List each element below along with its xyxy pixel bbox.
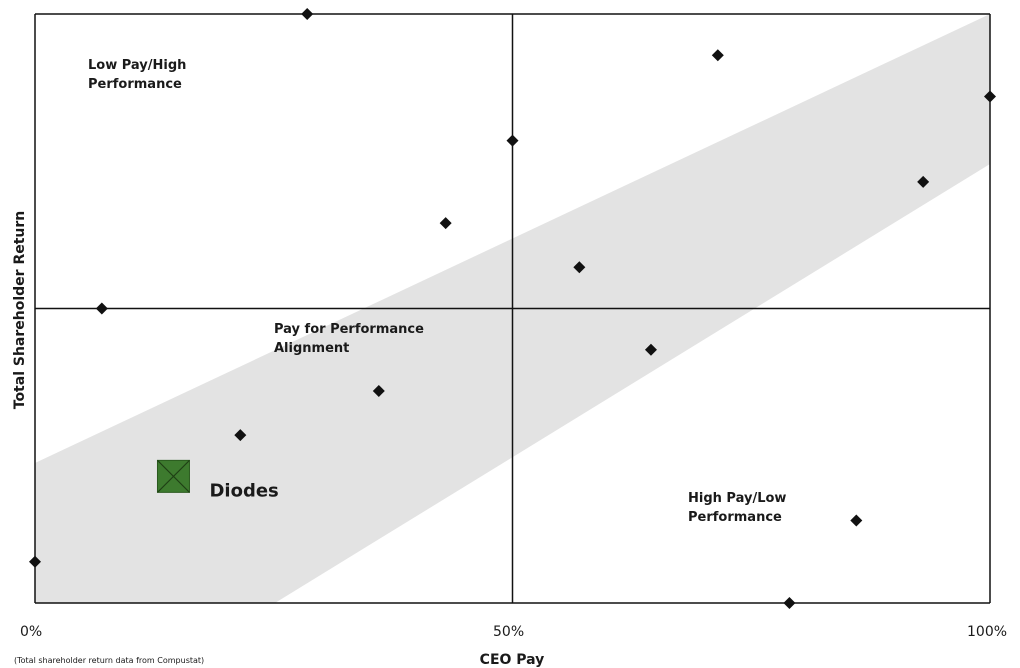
data-point-0 bbox=[29, 555, 41, 568]
diodes-marker bbox=[156, 459, 190, 493]
quadrant-label-top-left-line2: Performance bbox=[88, 77, 182, 92]
x-tick-label-50: 50% bbox=[493, 624, 524, 640]
data-point-7 bbox=[573, 261, 586, 274]
data-point-8 bbox=[644, 343, 657, 356]
quadrant-label-top-left-line1: Low Pay/High bbox=[88, 58, 186, 73]
x-axis-title: CEO Pay bbox=[480, 652, 545, 668]
data-point-1 bbox=[95, 302, 108, 315]
data-point-11 bbox=[850, 514, 863, 527]
data-point-6 bbox=[506, 134, 519, 147]
data-point-5 bbox=[439, 217, 452, 230]
quadrant-label-center-line1: Pay for Performance bbox=[274, 322, 424, 337]
data-point-12 bbox=[917, 175, 930, 188]
data-point-13 bbox=[984, 90, 996, 103]
data-points bbox=[29, 8, 996, 609]
x-tick-label-0: 0% bbox=[20, 624, 42, 640]
y-axis-title: Total Shareholder Return bbox=[12, 211, 28, 410]
x-tick-label-100: 100% bbox=[967, 624, 1007, 640]
source-note: (Total shareholder return data from Comp… bbox=[14, 656, 204, 665]
data-point-4 bbox=[372, 384, 385, 397]
quadrant-label-bottom-right-line2: Performance bbox=[688, 510, 782, 525]
diodes-cross-1 bbox=[157, 459, 190, 493]
data-point-3 bbox=[301, 8, 314, 20]
data-point-9 bbox=[711, 49, 724, 62]
data-point-2 bbox=[234, 429, 247, 442]
quadrant-label-center-line2: Alignment bbox=[274, 341, 349, 356]
data-point-10 bbox=[783, 597, 796, 609]
quadrant-label-bottom-right-line1: High Pay/Low bbox=[688, 491, 786, 506]
diodes-label: Diodes bbox=[209, 480, 278, 501]
